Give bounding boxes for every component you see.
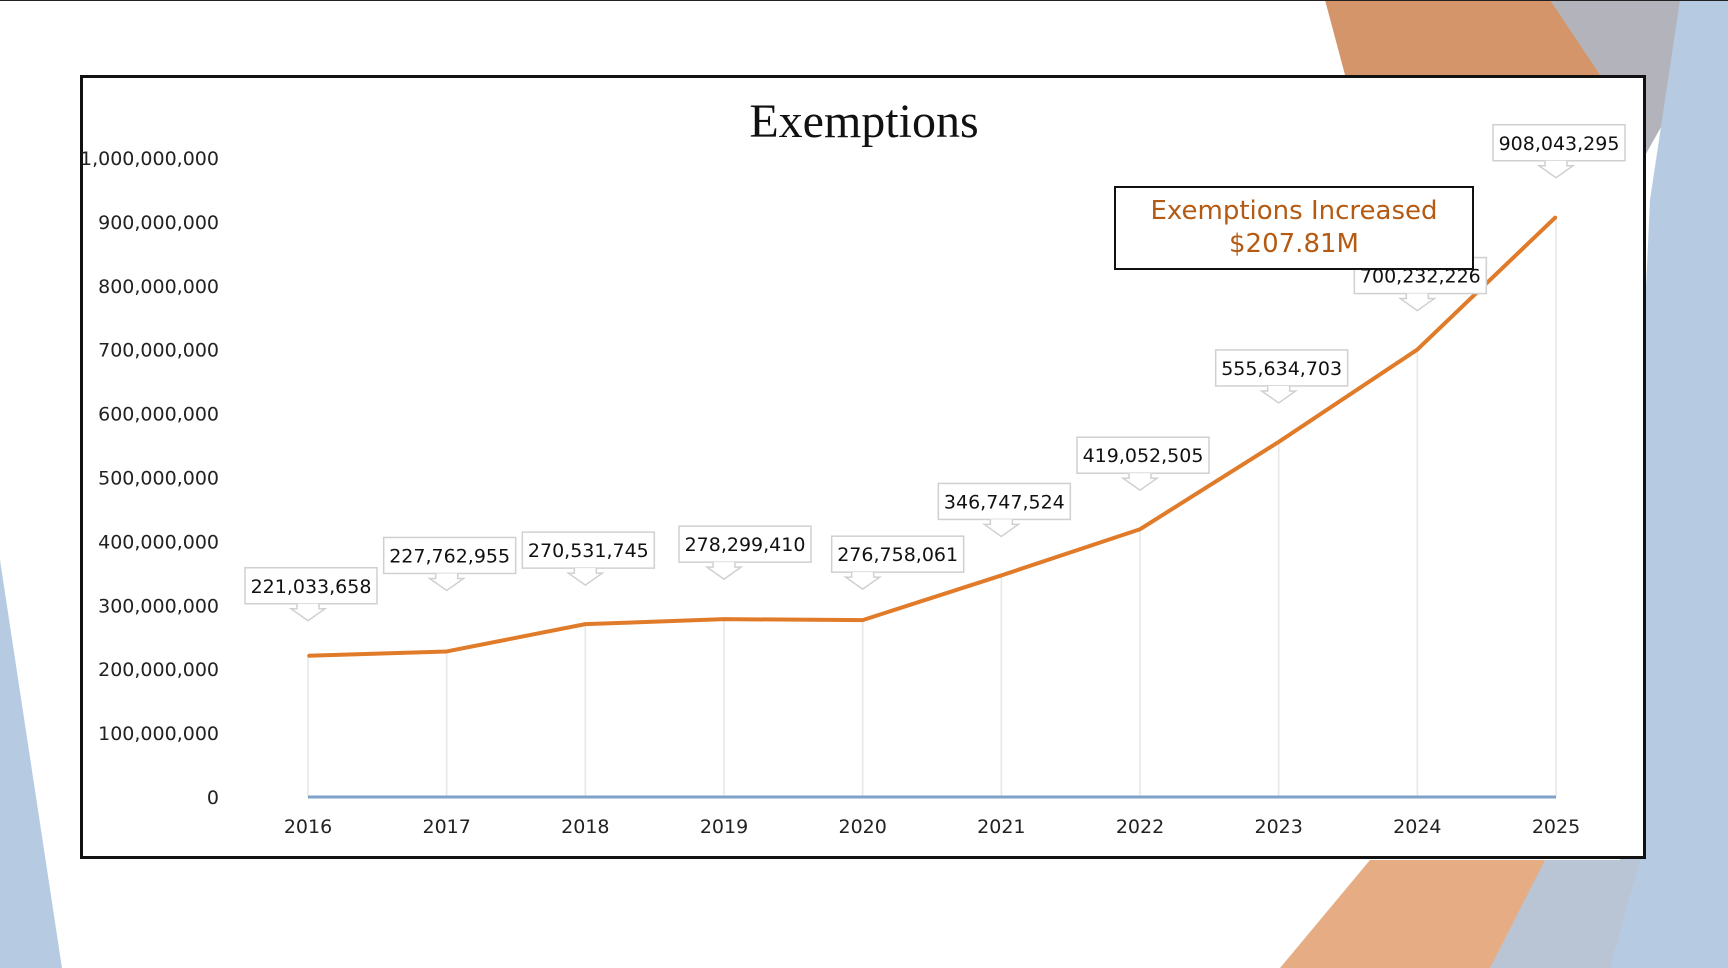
data-point bbox=[1000, 574, 1003, 577]
chart-title: Exemptions bbox=[749, 95, 979, 148]
y-tick-label: 600,000,000 bbox=[98, 404, 219, 426]
data-label-box bbox=[937, 482, 1072, 521]
data-label: 227,762,955 bbox=[382, 536, 517, 592]
increase-callout: Exemptions Increased $207.81M bbox=[1114, 186, 1474, 270]
data-label-box bbox=[521, 531, 656, 569]
data-label-box bbox=[1214, 349, 1349, 387]
data-label-pointer bbox=[1120, 473, 1160, 492]
series-exemptions bbox=[307, 215, 1558, 658]
decor-orange-bottom bbox=[1280, 860, 1560, 968]
data-label-text: 227,762,955 bbox=[389, 545, 510, 567]
y-tick-label: 200,000,000 bbox=[98, 659, 219, 681]
y-tick-label: 700,000,000 bbox=[98, 340, 219, 362]
y-tick-label: 900,000,000 bbox=[98, 212, 219, 234]
data-label-text: 270,531,745 bbox=[528, 540, 649, 562]
data-label-pointer bbox=[1536, 160, 1576, 179]
y-tick-label: 500,000,000 bbox=[98, 468, 219, 490]
series-line bbox=[307, 215, 1558, 658]
x-axis-ticks: 2016 2017 2018 2019 2020 2021 2022 2023 2024 2025 bbox=[284, 816, 1580, 838]
data-label: 278,299,410 bbox=[678, 525, 812, 581]
data-point bbox=[1416, 348, 1419, 351]
data-label-pointer bbox=[843, 572, 883, 591]
data-label-text: 700,232,226 bbox=[1360, 266, 1481, 288]
decor-orange-top bbox=[1325, 0, 1620, 75]
y-tick-label: 1,000,000,000 bbox=[80, 148, 219, 170]
y-tick-label: 300,000,000 bbox=[98, 595, 219, 617]
data-label-pointer bbox=[427, 573, 467, 592]
y-tick-label: 800,000,000 bbox=[98, 276, 219, 298]
decor-blue-left bbox=[0, 560, 62, 968]
data-label-pointer bbox=[704, 562, 744, 581]
data-point bbox=[1277, 440, 1280, 443]
data-label-pointer bbox=[288, 603, 328, 622]
data-label-text: 346,747,524 bbox=[944, 491, 1065, 513]
data-labels: 221,033,658 227,762,955 270,531,745 278,299… bbox=[244, 124, 1626, 622]
data-label: 908,043,295 bbox=[1492, 124, 1626, 179]
data-label: 419,052,505 bbox=[1076, 436, 1210, 492]
data-point bbox=[307, 654, 309, 657]
data-label-box bbox=[1076, 436, 1210, 474]
data-point bbox=[1555, 215, 1557, 218]
y-tick-label: 400,000,000 bbox=[98, 531, 219, 553]
x-tick-label: 2022 bbox=[1116, 816, 1164, 838]
data-label-text: 555,634,703 bbox=[1221, 358, 1342, 380]
y-tick-label: 0 bbox=[207, 787, 219, 809]
data-label-pointer bbox=[565, 568, 605, 587]
data-point bbox=[1139, 528, 1141, 531]
data-label: 346,747,524 bbox=[937, 482, 1072, 538]
x-tick-label: 2018 bbox=[561, 816, 609, 838]
data-label: 270,531,745 bbox=[521, 531, 656, 587]
data-label-pointer bbox=[1259, 385, 1299, 404]
x-tick-label: 2024 bbox=[1393, 816, 1441, 838]
data-point bbox=[445, 650, 448, 653]
data-label-box bbox=[244, 567, 378, 605]
callout-line-1: Exemptions Increased bbox=[1150, 196, 1438, 226]
data-point bbox=[723, 618, 725, 621]
data-label-text: 278,299,410 bbox=[685, 534, 806, 556]
data-label-box bbox=[830, 535, 965, 573]
data-label-text: 221,033,658 bbox=[251, 576, 372, 598]
callout-line-2: $207.81M bbox=[1229, 229, 1359, 259]
x-tick-label: 2025 bbox=[1532, 816, 1580, 838]
data-point bbox=[584, 623, 587, 626]
decor-gray-bottom bbox=[1490, 860, 1640, 968]
x-tick-label: 2017 bbox=[422, 816, 470, 838]
data-label-pointer bbox=[1397, 293, 1437, 312]
data-label: 555,634,703 bbox=[1214, 349, 1349, 404]
data-label-text: 419,052,505 bbox=[1083, 445, 1204, 467]
data-label: 276,758,061 bbox=[830, 535, 965, 591]
x-tick-label: 2021 bbox=[977, 816, 1025, 838]
x-tick-label: 2020 bbox=[838, 816, 886, 838]
gridlines bbox=[307, 216, 1557, 797]
data-label-text: 276,758,061 bbox=[837, 544, 958, 566]
data-point bbox=[861, 619, 864, 622]
data-label: 221,033,658 bbox=[244, 567, 378, 622]
data-label-text: 908,043,295 bbox=[1499, 133, 1620, 155]
data-label-pointer bbox=[981, 519, 1021, 538]
x-tick-label: 2019 bbox=[700, 816, 748, 838]
data-label-box bbox=[678, 525, 812, 563]
x-tick-label: 2023 bbox=[1254, 816, 1302, 838]
y-axis-ticks: 0 100,000,000 200,000,000 300,000,000 400,00… bbox=[80, 148, 219, 809]
y-tick-label: 100,000,000 bbox=[98, 723, 219, 745]
x-tick-label: 2016 bbox=[284, 816, 332, 838]
